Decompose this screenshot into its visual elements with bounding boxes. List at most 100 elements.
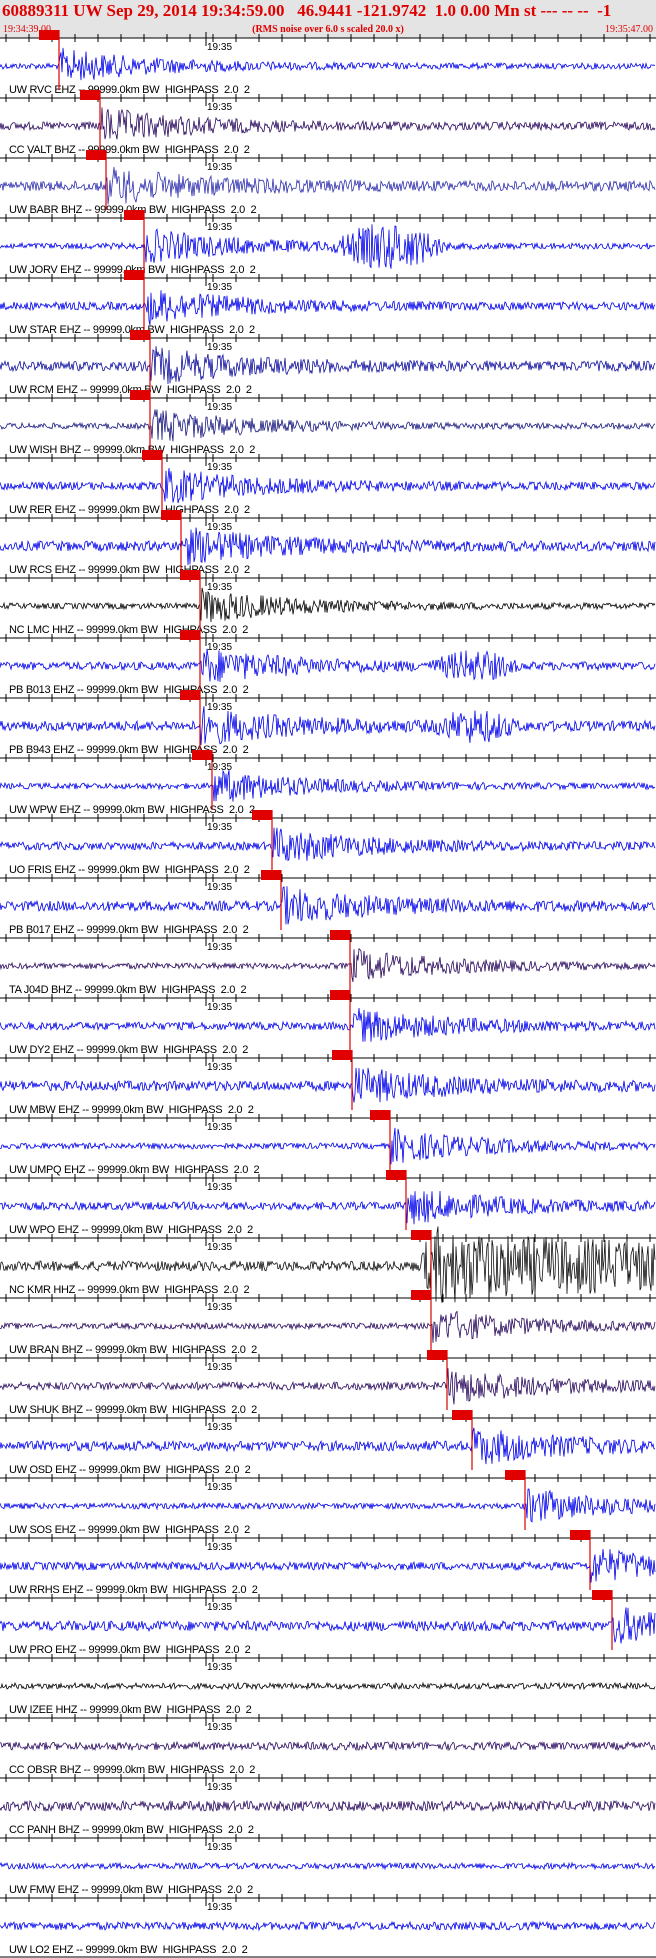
station-label: UW WPO EHZ -- 99999.0km BW HIGHPASS 2.0 … <box>9 1224 253 1236</box>
waveform <box>0 1310 656 1343</box>
minute-label: 19:35 <box>207 162 232 173</box>
waveform <box>0 107 656 140</box>
waveform <box>0 1681 656 1691</box>
waveform <box>0 1226 656 1303</box>
station-label: PB B943 EHZ -- 99999.0km BW HIGHPASS 2.0… <box>9 744 249 756</box>
minute-label: 19:35 <box>207 762 232 773</box>
waveform <box>0 947 656 983</box>
minute-label: 19:35 <box>207 1362 232 1373</box>
minute-label: 19:35 <box>207 942 232 953</box>
station-label: UW RRHS EHZ -- 99999.0km BW HIGHPASS 2.0… <box>9 1584 258 1596</box>
station-label: PB B017 EHZ -- 99999.0km BW HIGHPASS 2.0… <box>9 924 249 936</box>
station-label: UW WISH BHZ -- 99999.0km BW HIGHPASS 2.0… <box>9 444 255 456</box>
pick-flag <box>370 1110 390 1120</box>
waveform <box>0 1740 656 1752</box>
title: 60889311 UW Sep 29, 2014 19:34:59.00 46.… <box>2 1 611 20</box>
minute-label: 19:35 <box>207 1782 232 1793</box>
waveform <box>0 1007 656 1042</box>
pick-flag <box>142 450 162 460</box>
pick-flag <box>39 30 59 40</box>
minute-label: 19:35 <box>207 102 232 113</box>
minute-label: 19:35 <box>207 222 232 233</box>
trace: 19:35 UW RVC EHZ -- 99999.0km BW HIGHPASS… <box>0 30 656 96</box>
trace: 19:35 PB B017 EHZ -- 99999.0km BW HIGHPAS… <box>0 870 656 936</box>
pick-flag <box>252 810 272 820</box>
trace: 19:35 UW SOS EHZ -- 99999.0km BW HIGHPASS… <box>0 1470 656 1536</box>
minute-label: 19:35 <box>207 462 232 473</box>
minute-label: 19:35 <box>207 1902 232 1913</box>
pick-flag <box>330 930 350 940</box>
minute-label: 19:35 <box>207 42 232 53</box>
pick-flag <box>180 690 200 700</box>
trace: 19:35 UW DY2 EHZ -- 99999.0km BW HIGHPASS… <box>0 990 656 1056</box>
pick-flag <box>124 210 144 220</box>
pick-flag <box>180 630 200 640</box>
trace: 19:35 CC VALT BHZ -- 99999.0km BW HIGHPAS… <box>0 90 656 156</box>
minute-label: 19:35 <box>207 1242 232 1253</box>
trace: 19:35 UW IZEE HHZ -- 99999.0km BW HIGHPAS… <box>0 1652 656 1716</box>
minute-label: 19:35 <box>207 1542 232 1553</box>
minute-label: 19:35 <box>207 1422 232 1433</box>
pick-flag <box>86 150 106 160</box>
pick-flag <box>505 1470 525 1480</box>
trace: 19:35 UW PRO EHZ -- 99999.0km BW HIGHPASS… <box>0 1590 656 1656</box>
waveform <box>0 290 656 326</box>
station-label: UW IZEE HHZ -- 99999.0km BW HIGHPASS 2.0… <box>9 1704 252 1716</box>
trace: 19:35 UW SHUK BHZ -- 99999.0km BW HIGHPAS… <box>0 1350 656 1416</box>
waveform <box>0 1127 656 1165</box>
station-label: UW SOS EHZ -- 99999.0km BW HIGHPASS 2.0 … <box>9 1524 250 1536</box>
waveform <box>0 1368 656 1405</box>
minute-label: 19:35 <box>207 1002 232 1013</box>
trace: 19:35 UO FRIS EHZ -- 99999.0km BW HIGHPAS… <box>0 810 656 876</box>
waveform <box>0 527 656 566</box>
waveform <box>0 346 656 385</box>
station-label: UO FRIS EHZ -- 99999.0km BW HIGHPASS 2.0… <box>9 864 250 876</box>
end-time: 19:35:47.00 <box>605 24 653 35</box>
station-label: UW FMW EHZ -- 99999.0km BW HIGHPASS 2.0 … <box>9 1884 253 1896</box>
station-label: UW DY2 EHZ -- 99999.0km BW HIGHPASS 2.0 … <box>9 1044 248 1056</box>
station-label: UW UMPQ EHZ -- 99999.0km BW HIGHPASS 2.0… <box>9 1164 260 1176</box>
minute-label: 19:35 <box>207 702 232 713</box>
minute-label: 19:35 <box>207 1602 232 1613</box>
pick-flag <box>330 990 350 1000</box>
waveform <box>0 886 656 925</box>
trace: 19:35 UW OSD EHZ -- 99999.0km BW HIGHPASS… <box>0 1410 656 1476</box>
minute-label: 19:35 <box>207 1662 232 1673</box>
waveform <box>0 1427 656 1465</box>
minute-label: 19:35 <box>207 522 232 533</box>
waveform <box>0 47 656 81</box>
trace: 19:35 UW WISH BHZ -- 99999.0km BW HIGHPAS… <box>0 390 656 456</box>
minute-label: 19:35 <box>207 282 232 293</box>
station-label: TA J04D BHZ -- 99999.0km BW HIGHPASS 2.0… <box>9 984 247 996</box>
station-label: CC OBSR BHZ -- 99999.0km BW HIGHPASS 2.0… <box>9 1764 255 1776</box>
pick-flag <box>411 1230 431 1240</box>
trace: 19:35 CC OBSR BHZ -- 99999.0km BW HIGHPAS… <box>0 1712 656 1776</box>
station-label: UW RCS EHZ -- 99999.0km BW HIGHPASS 2.0 … <box>9 564 250 576</box>
minute-label: 19:35 <box>207 1842 232 1853</box>
waveform <box>0 224 656 269</box>
pick-flag <box>427 1350 447 1360</box>
trace: 19:35 UW RCS EHZ -- 99999.0km BW HIGHPASS… <box>0 510 656 576</box>
trace: 19:35 UW RER EHZ -- 99999.0km BW HIGHPASS… <box>0 450 656 516</box>
pick-flag <box>180 570 200 580</box>
waveform <box>0 166 656 205</box>
minute-label: 19:35 <box>207 882 232 893</box>
pick-flag <box>124 270 144 280</box>
trace: 19:35 UW WPO EHZ -- 99999.0km BW HIGHPASS… <box>0 1170 656 1236</box>
waveform <box>0 648 656 682</box>
trace: 19:35 UW WPW EHZ -- 99999.0km BW HIGHPASS… <box>0 750 656 816</box>
pick-flag <box>592 1590 612 1600</box>
station-label: CC PANH BHZ -- 99999.0km BW HIGHPASS 2.0… <box>9 1824 254 1836</box>
trace: 19:35 UW MBW EHZ -- 99999.0km BW HIGHPASS… <box>0 1050 656 1116</box>
trace: 19:35 TA J04D BHZ -- 99999.0km BW HIGHPAS… <box>0 930 656 996</box>
pick-flag <box>130 330 150 340</box>
station-label: NC KMR HHZ -- 99999.0km BW HIGHPASS 2.0 … <box>9 1284 249 1296</box>
station-label: UW BRAN BHZ -- 99999.0km BW HIGHPASS 2.0… <box>9 1344 257 1356</box>
waveform <box>0 769 656 802</box>
waveform <box>0 827 656 862</box>
station-label: UW WPW EHZ -- 99999.0km BW HIGHPASS 2.0 … <box>9 804 255 816</box>
